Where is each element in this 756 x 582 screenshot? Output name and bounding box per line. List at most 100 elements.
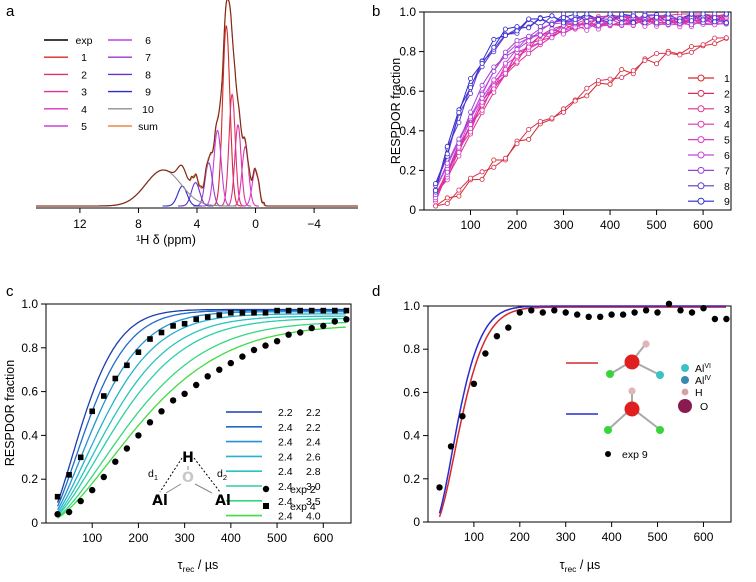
panel-c-ticks: 100 200 300 400 500 600 0 0.2 0.4 0.6 0.8 1.0 — [21, 297, 333, 545]
panel-b-point-9 — [723, 20, 729, 26]
panel-b-y-tick-label: 0.6 — [399, 84, 416, 98]
panel-b-point-1 — [444, 195, 450, 201]
panel-b-point-7 — [479, 82, 485, 88]
panel-b-point-9 — [723, 11, 729, 17]
panel-letter-b: b — [372, 3, 380, 20]
panel-b-point-9 — [584, 11, 590, 17]
panel-c-exp4-point — [343, 307, 350, 314]
panel-b-legend-marker — [697, 166, 705, 174]
panel-d-exp9-point — [677, 307, 684, 314]
key-al-vi-icon — [681, 364, 689, 372]
panel-b-point-2 — [619, 75, 625, 81]
panel-c-legend-exp4-marker — [263, 503, 269, 509]
panel-d-exp9-point — [608, 311, 615, 318]
panel-b-y-tick-label: 1.0 — [399, 5, 416, 19]
panel-b-line-3 — [435, 13, 727, 196]
panel-b-point-8 — [537, 23, 543, 29]
diagram-d2-arrow — [193, 457, 221, 493]
panel-b-x-tick-label: 600 — [693, 218, 713, 232]
panel-c-x-tick-label: 500 — [267, 531, 287, 545]
panel-d-x-tick-label: 600 — [693, 530, 713, 544]
panel-c-exp4-point — [228, 310, 234, 316]
panel-b-point-8 — [619, 20, 625, 26]
panel-c-frame — [45, 303, 352, 524]
panel-c-exp2-point — [343, 316, 350, 323]
panel-b-point-7 — [526, 38, 532, 44]
panel-c-legend-exp2-marker — [262, 485, 270, 493]
panel-c-exp2-point — [331, 318, 338, 325]
panel-b-point-7 — [456, 136, 462, 142]
panel-c-legend-d2: 3.5 — [306, 496, 321, 508]
panel-b-line-9 — [435, 13, 727, 191]
panel-c-exp4-point — [285, 307, 292, 314]
panel-b-point-7 — [514, 38, 520, 44]
panel-b-point-9 — [537, 15, 543, 21]
panel-b-point-9 — [654, 14, 660, 20]
panel-d-y-tick-label: 0.6 — [403, 385, 420, 399]
panel-a-peak-10 — [88, 169, 237, 207]
panel-b-point-9 — [561, 20, 567, 26]
panel-b-point-9 — [491, 36, 497, 42]
panel-b-point-9 — [595, 16, 601, 22]
panel-c-legend-exp2-label: exp 2 — [290, 484, 316, 496]
panel-c-exp2-point — [123, 445, 131, 452]
panel-c-x-tick-label: 200 — [128, 531, 148, 545]
panel-b-point-9 — [433, 181, 439, 187]
panel-b-legend-label: 3 — [724, 104, 730, 116]
panel-d-exp9-point — [700, 305, 707, 312]
panel-b-point-2 — [467, 175, 473, 181]
panel-b-point-7 — [514, 47, 520, 53]
panel-b-frame — [423, 11, 732, 211]
panel-c-legend-d2: 2.4 — [306, 437, 321, 449]
panel-c-legend-d2: 3.0 — [306, 481, 321, 493]
panel-d-y-tick-label: 0 — [413, 515, 420, 529]
panel-c-exp4-point — [204, 314, 211, 320]
panel-c-exp2-point — [262, 342, 269, 349]
panel-c-exp4-point — [216, 312, 223, 318]
panel-b-point-9 — [677, 18, 683, 24]
panel-b-point-7 — [491, 68, 497, 74]
molecule-vi — [606, 340, 664, 379]
panel-b-point-2 — [584, 85, 590, 91]
panel-b-x-tick-label: 500 — [647, 218, 667, 232]
panel-c-exp4-point — [193, 316, 199, 323]
panel-d-series — [438, 305, 726, 518]
panel-c-exp2-point — [239, 353, 246, 360]
panel-d-exp9-point — [619, 311, 627, 318]
panel-b-ticks: 100 200 300 400 500 600 0 0.2 0.4 0.6 0.8 1.0 — [399, 5, 713, 232]
panel-b-point-2 — [502, 155, 508, 161]
panel-a-exp-line — [36, 0, 358, 207]
panel-c-exp2-point — [204, 373, 211, 380]
panel-c-exp2-point — [158, 408, 165, 415]
panel-b-point-5 — [526, 44, 532, 50]
panel-b-point-2 — [677, 52, 683, 58]
panel-c-legend-d2: 2.2 — [306, 407, 321, 419]
panel-b-point-7 — [549, 29, 555, 35]
panel-a-tick-label: 12 — [73, 217, 87, 231]
panel-b-point-2 — [479, 169, 485, 175]
panel-b-legend-label: 6 — [724, 150, 730, 162]
al-atom-2a — [604, 426, 612, 434]
panel-d-exp9-point — [459, 413, 466, 420]
panel-b-legend-marker — [697, 120, 705, 128]
panel-c-exp4-point — [54, 493, 61, 500]
panel-c-y-tick-label: 0.2 — [21, 472, 38, 486]
panel-c-legend-d1: 2.4 — [278, 466, 293, 478]
panel-b-point-2 — [526, 127, 532, 133]
panel-a-ticks: 12 8 4 0 −4 — [73, 208, 321, 231]
panel-a-peak-9 — [162, 185, 203, 207]
panel-b-point-7 — [595, 22, 601, 28]
panel-b-point-7 — [467, 114, 473, 120]
panel-a-legend-label: 6 — [145, 35, 151, 47]
panel-a-peak-1 — [210, 24, 242, 207]
panel-b-point-2 — [514, 141, 520, 147]
panel-b-point-9 — [491, 44, 497, 50]
key-al-vi-label: AlVI — [695, 363, 711, 375]
panel-d-exp9-point — [516, 309, 523, 316]
panel-c-exp4-point — [262, 310, 269, 316]
panel-b-point-8 — [467, 91, 473, 97]
panel-d-exp9-point — [642, 307, 650, 314]
panel-c-y-tick-label: 1.0 — [21, 297, 38, 311]
panel-b-point-6 — [502, 60, 508, 66]
